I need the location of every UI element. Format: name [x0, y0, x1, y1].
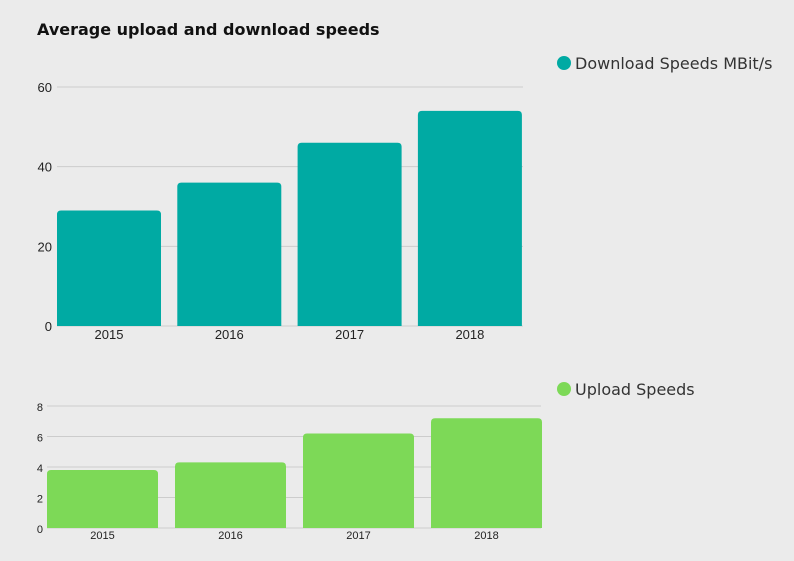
y-tick-label: 20 [38, 239, 52, 254]
y-tick-label: 0 [45, 319, 52, 334]
x-tick-label: 2016 [215, 327, 244, 342]
bar [47, 470, 158, 528]
bar [175, 462, 286, 528]
x-tick-label: 2017 [346, 530, 370, 542]
y-tick-label: 40 [38, 160, 52, 175]
bar [431, 418, 542, 528]
legend-marker [557, 382, 571, 396]
x-tick-label: 2015 [90, 530, 114, 542]
bar [303, 433, 414, 528]
x-tick-label: 2018 [474, 530, 498, 542]
y-tick-label: 8 [37, 402, 43, 414]
chart-title: Average upload and download speeds [37, 20, 380, 39]
bar [297, 142, 402, 326]
legend-marker [557, 56, 571, 70]
y-tick-label: 4 [37, 463, 43, 475]
y-tick-label: 0 [37, 524, 43, 536]
bar [417, 110, 522, 327]
y-tick-label: 60 [38, 80, 52, 95]
x-tick-label: 2016 [218, 530, 242, 542]
y-tick-label: 2 [37, 494, 43, 506]
legend-label: Download Speeds MBit/s [575, 54, 772, 73]
x-tick-label: 2018 [455, 327, 484, 342]
x-tick-label: 2017 [335, 327, 364, 342]
bar [177, 182, 282, 326]
bar [57, 210, 161, 326]
legend-label: Upload Speeds [575, 380, 695, 399]
y-tick-label: 6 [37, 433, 43, 445]
x-tick-label: 2015 [95, 327, 124, 342]
